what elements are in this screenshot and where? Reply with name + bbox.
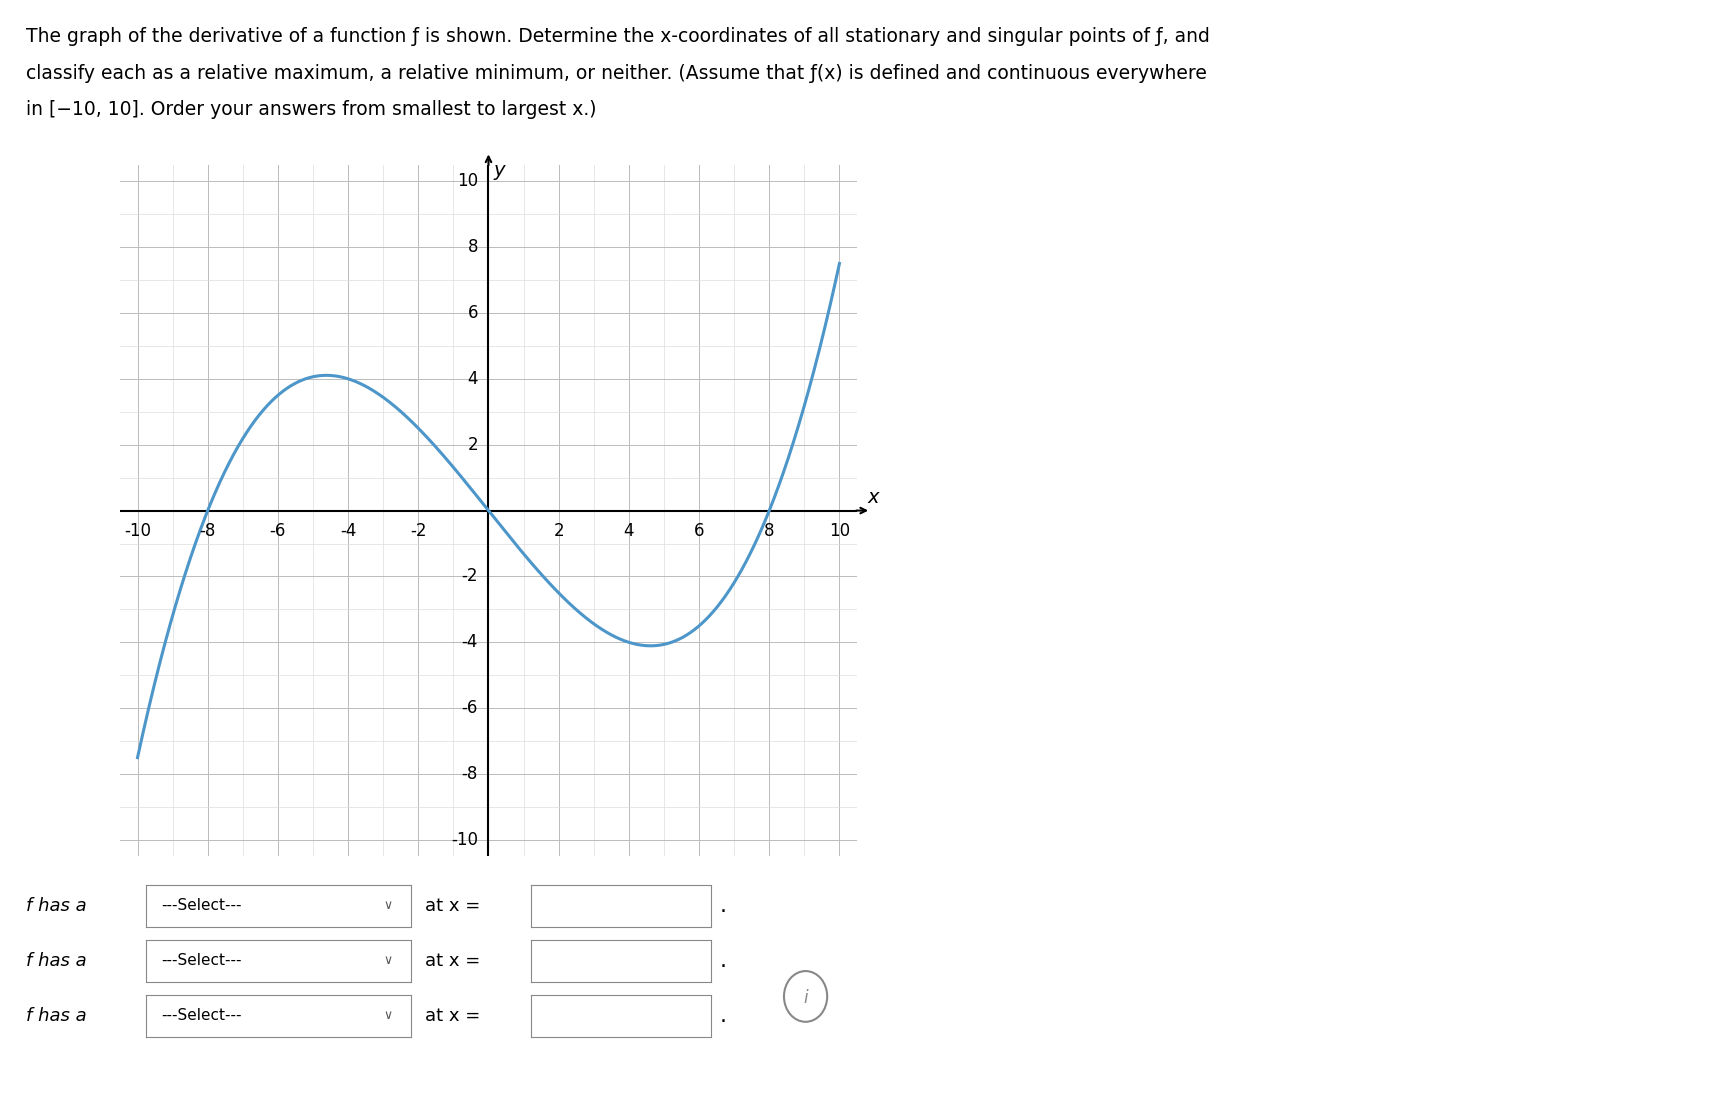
Text: -8: -8 [461, 765, 478, 783]
Text: 6: 6 [694, 522, 704, 540]
Text: 4: 4 [624, 522, 634, 540]
Text: 4: 4 [468, 370, 478, 388]
Text: -4: -4 [339, 522, 357, 540]
Text: 10: 10 [458, 172, 478, 190]
Text: -6: -6 [461, 699, 478, 717]
Text: ---Select---: ---Select--- [161, 953, 242, 968]
Text: ∨: ∨ [384, 954, 393, 967]
Text: -2: -2 [461, 568, 478, 585]
Text: -6: -6 [269, 522, 286, 540]
Text: ∨: ∨ [384, 1009, 393, 1022]
Text: -10: -10 [123, 522, 151, 540]
Text: 6: 6 [468, 304, 478, 322]
Text: .: . [720, 951, 727, 971]
Text: .: . [720, 1006, 727, 1026]
Text: f has a: f has a [26, 952, 86, 970]
Text: The graph of the derivative of a function ƒ is shown. Determine the x-coordinate: The graph of the derivative of a functio… [26, 27, 1210, 46]
Text: 2: 2 [554, 522, 564, 540]
Text: ∨: ∨ [384, 899, 393, 912]
Text: at x =: at x = [425, 952, 480, 970]
Text: y: y [494, 161, 506, 180]
Text: classify each as a relative maximum, a relative minimum, or neither. (Assume tha: classify each as a relative maximum, a r… [26, 64, 1207, 82]
Text: 10: 10 [830, 522, 850, 540]
Text: at x =: at x = [425, 897, 480, 915]
Text: at x =: at x = [425, 1007, 480, 1024]
Text: -2: -2 [410, 522, 427, 540]
Text: -4: -4 [461, 634, 478, 651]
Text: f has a: f has a [26, 1007, 86, 1024]
Text: 8: 8 [468, 238, 478, 256]
Text: 8: 8 [764, 522, 775, 540]
Text: ---Select---: ---Select--- [161, 1008, 242, 1023]
Text: i: i [804, 988, 807, 1007]
Text: f has a: f has a [26, 897, 86, 915]
Text: .: . [720, 896, 727, 916]
Text: x: x [867, 489, 879, 507]
Text: ---Select---: ---Select--- [161, 898, 242, 914]
Text: -8: -8 [199, 522, 216, 540]
Text: 2: 2 [468, 436, 478, 453]
Text: in [−10, 10]. Order your answers from smallest to largest x.): in [−10, 10]. Order your answers from sm… [26, 100, 596, 119]
Text: -10: -10 [451, 831, 478, 849]
